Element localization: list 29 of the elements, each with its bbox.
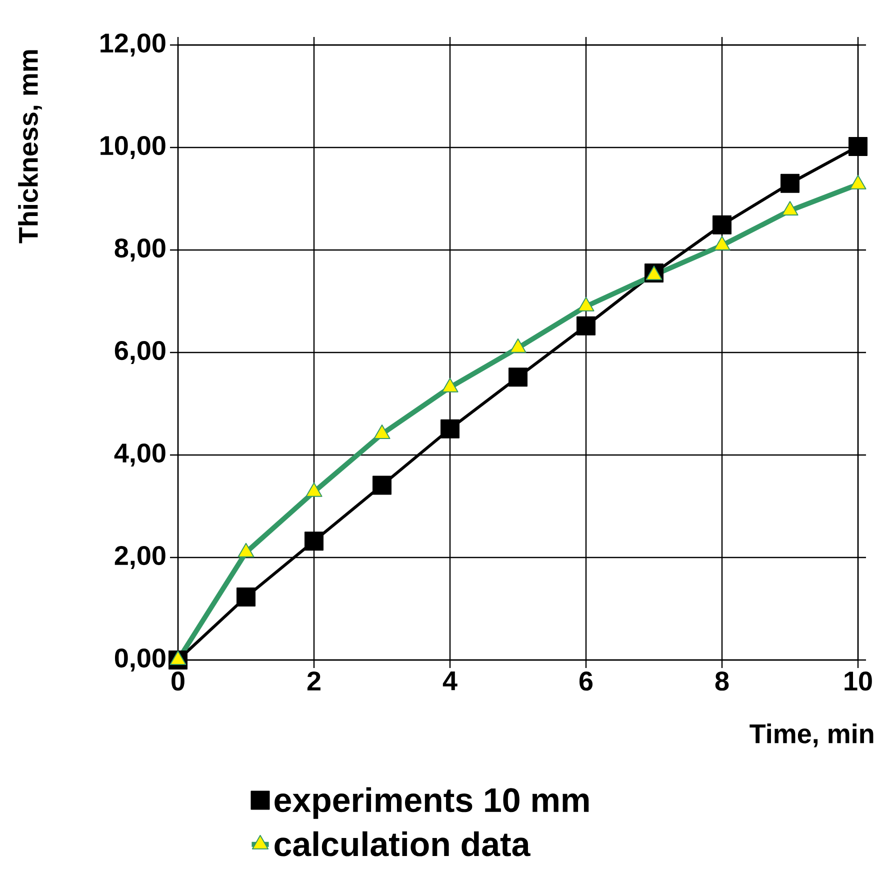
x-tick-label: 2 (307, 672, 320, 690)
y-tick-label: 0,00 (114, 648, 166, 672)
y-tick-label: 4,00 (114, 443, 166, 467)
y-axis-title: Thickness, mm (18, 50, 42, 244)
x-tick-label: 8 (715, 672, 729, 691)
y-tick-label: 6,00 (114, 340, 166, 364)
x-tick-label: 6 (579, 672, 593, 691)
point (850, 174, 866, 190)
point (304, 532, 324, 551)
y-tick-label: 10,00 (100, 136, 166, 160)
x-tick-label: 4 (442, 672, 458, 690)
y-tick-label: 2,00 (114, 546, 166, 570)
point (510, 338, 526, 353)
point (576, 316, 596, 336)
y-tick-label: 8,00 (114, 238, 166, 262)
point (236, 587, 256, 606)
point (714, 236, 730, 250)
y-tick-label: 12,00 (100, 33, 166, 57)
point (508, 368, 528, 387)
point (372, 476, 392, 495)
x-tick-label: 10 (844, 672, 872, 691)
point (440, 419, 460, 438)
point (782, 201, 798, 216)
point (442, 378, 458, 392)
legend-label: calculation data (274, 831, 530, 856)
point (578, 296, 594, 312)
legend-label: experiments 10 mm (274, 787, 589, 819)
x-tick-label: 0 (172, 672, 184, 691)
x-axis-title: Time, min (750, 724, 874, 748)
